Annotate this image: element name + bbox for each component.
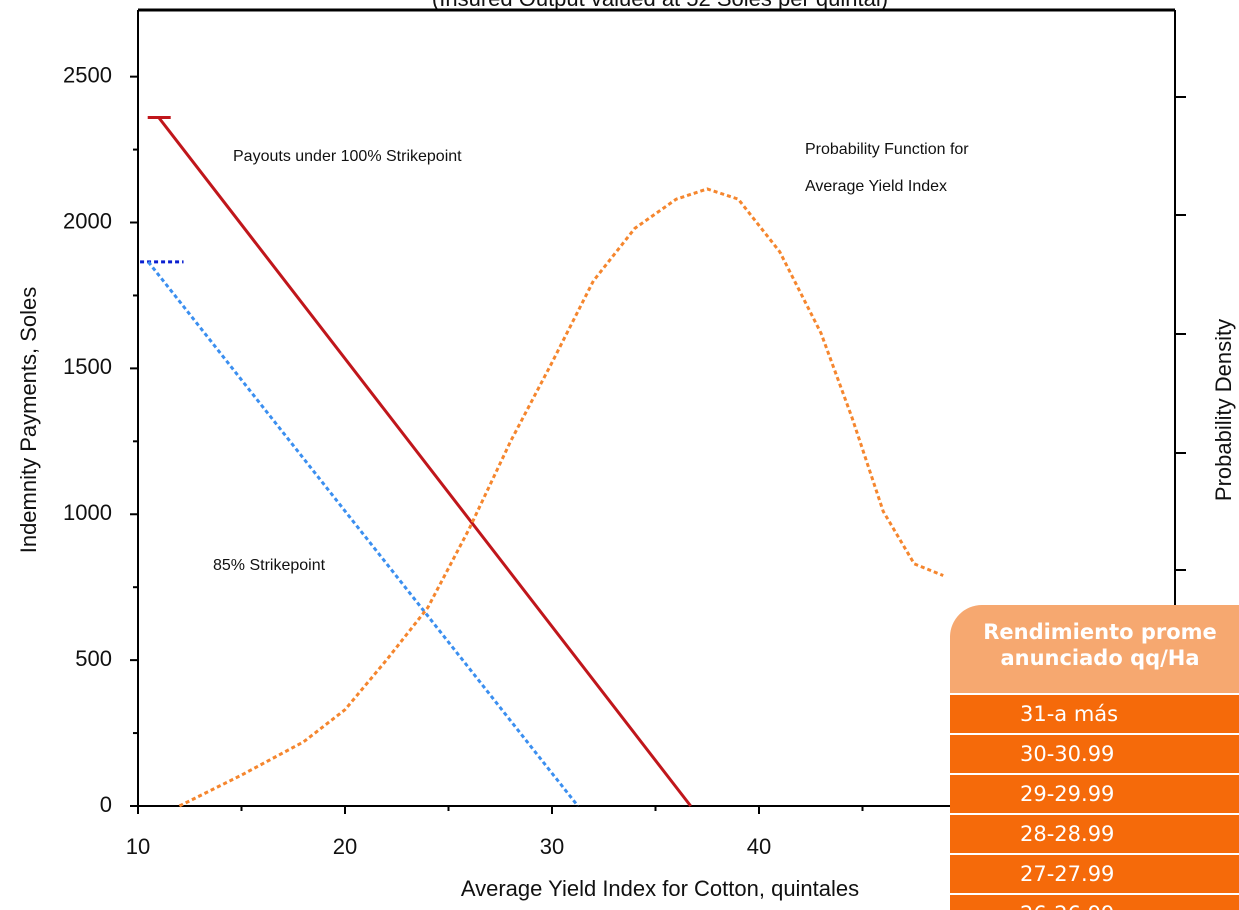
table-row: 27-27.99 <box>950 853 1239 893</box>
table-row: 26-26.99 <box>950 893 1239 910</box>
x-tick-label: 40 <box>747 834 771 859</box>
y-tick-label: 2000 <box>63 208 112 233</box>
x-tick-label: 10 <box>126 834 150 859</box>
table: Rendimiento prome anunciado qq/Ha 31-a m… <box>950 605 1239 910</box>
series-line <box>178 187 944 808</box>
annotation: Average Yield Index <box>805 178 947 195</box>
y-tick-label: 1000 <box>63 500 112 525</box>
y-tick-label: 0 <box>100 792 112 817</box>
table-row: 29-29.99 <box>950 773 1239 813</box>
header-line: Rendimiento prome <box>983 620 1217 644</box>
table-row: 28-28.99 <box>950 813 1239 853</box>
y-tick-label: 2500 <box>63 62 112 87</box>
y2-ticks <box>1175 96 1186 571</box>
annotation: Probability Function for <box>805 141 969 158</box>
annotation: Payouts under 100% Strikepoint <box>233 148 462 165</box>
x-tick-label: 20 <box>333 834 357 859</box>
x-tick-label: 30 <box>540 834 564 859</box>
series-line <box>157 116 692 807</box>
table-header: Rendimiento prome anunciado qq/Ha <box>950 605 1239 693</box>
header-line: anunciado qq/Ha <box>1000 646 1200 670</box>
annotation: 85% Strikepoint <box>213 557 326 574</box>
table-row: 30-30.99 <box>950 733 1239 773</box>
x-axis-label: Average Yield Index for Cotton, quintale… <box>461 876 859 901</box>
y2-axis-label: Probability Density <box>1211 319 1236 501</box>
y-tick-label: 500 <box>75 646 112 671</box>
y-axis-label: Indemnity Payments, Soles <box>16 287 41 554</box>
chart-title: (Insured Output valued at 52 Soles per q… <box>432 0 888 11</box>
y-tick-label: 1500 <box>63 354 112 379</box>
series-line <box>147 260 580 807</box>
table-row: 31-a más <box>950 693 1239 733</box>
